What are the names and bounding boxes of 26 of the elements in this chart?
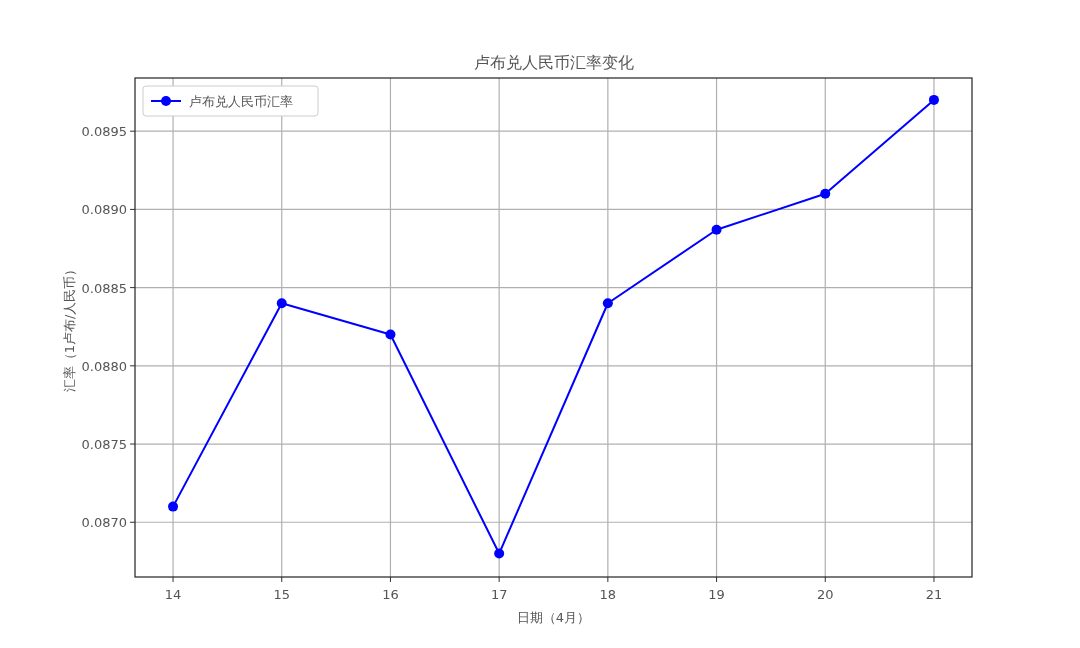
point — [602, 298, 613, 309]
x-tick-label: 14 — [164, 587, 182, 602]
y-axis-title: 汇率（1卢布/人民币） — [62, 262, 77, 393]
point — [928, 94, 939, 105]
y-tick-label: 0.0880 — [81, 358, 127, 374]
x-tick-label: 20 — [816, 587, 834, 602]
point — [494, 548, 505, 559]
y-tick-label: 0.0870 — [81, 515, 127, 531]
y-tick-label: 0.0890 — [81, 202, 127, 218]
x-tick-label: 18 — [599, 587, 617, 602]
y-tick-label: 0.0895 — [81, 124, 127, 140]
y-tick-label: 0.0875 — [81, 437, 127, 453]
point — [168, 501, 179, 512]
x-tick-label: 16 — [382, 587, 399, 602]
y-tick-label: 0.0885 — [81, 280, 127, 296]
point — [711, 224, 722, 235]
x-tick-label: 21 — [925, 587, 943, 602]
x-tick-label: 19 — [708, 587, 725, 602]
chart-title: 卢布兑人民币汇率变化 — [473, 53, 634, 72]
point — [276, 298, 287, 309]
point — [820, 188, 831, 199]
x-tick-label: 15 — [273, 587, 291, 602]
point — [385, 329, 396, 340]
x-tick-label: 17 — [490, 587, 508, 602]
legend-label: 卢布兑人民币汇率 — [189, 94, 293, 109]
x-axis-title: 日期（4月） — [516, 610, 591, 625]
